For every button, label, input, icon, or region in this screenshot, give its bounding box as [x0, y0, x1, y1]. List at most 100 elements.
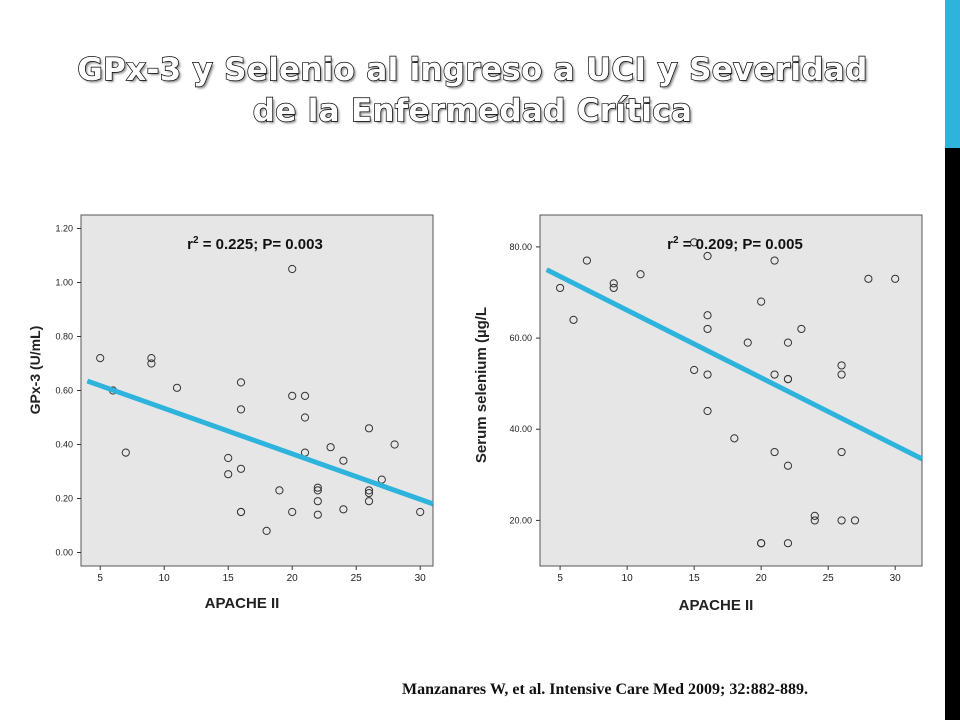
- data-point: [703, 406, 712, 416]
- data-point: [390, 440, 399, 449]
- annotation-text: = 0.225; P= 0.003: [199, 236, 323, 253]
- x-tick-label: 10: [622, 573, 634, 584]
- data-point: [569, 315, 578, 324]
- data-point: [121, 448, 130, 457]
- data-point: [364, 497, 374, 506]
- y-axis-label: GPx-3 (U/mL): [27, 326, 43, 415]
- data-point: [364, 486, 374, 495]
- data-point: [236, 464, 246, 473]
- data-point: [837, 516, 846, 525]
- data-point: [783, 338, 793, 347]
- data-point: [837, 370, 846, 379]
- x-tick-label: 25: [823, 573, 835, 584]
- data-point: [703, 251, 712, 261]
- data-point: [783, 539, 793, 548]
- r-squared-annotation: r2 = 0.225; P= 0.003: [187, 235, 323, 253]
- data-point: [313, 486, 322, 495]
- data-point: [636, 270, 645, 279]
- data-point: [783, 461, 793, 470]
- data-point: [339, 505, 348, 514]
- data-point: [810, 516, 819, 525]
- y-tick-label: 80.00: [509, 242, 532, 252]
- x-tick-label: 5: [97, 573, 103, 584]
- data-point: [275, 486, 284, 495]
- data-point: [236, 507, 246, 517]
- selenium-scatter-chart: 20.00 40.00 60.00 80.00 5 10 15 20 25 30 r2 = 0.20…: [473, 214, 924, 614]
- data-point: [864, 274, 873, 283]
- data-point: [224, 453, 233, 463]
- y-tick-label: 0.80: [55, 332, 73, 342]
- y-tick-label: 40.00: [509, 424, 532, 434]
- data-point: [339, 456, 348, 465]
- slide-title: GPx-3 y Selenio al ingreso a UCI y Sever…: [0, 50, 945, 132]
- y-tick-label: 0.40: [55, 440, 73, 450]
- data-point: [609, 279, 618, 288]
- annotation-text: = 0.209; P= 0.005: [679, 236, 803, 253]
- y-tick-label: 0.20: [55, 494, 73, 504]
- data-point: [690, 238, 699, 247]
- data-point: [288, 391, 297, 400]
- x-tick-label: 15: [223, 573, 235, 584]
- gpx3-scatter-chart: 0.00 0.20 0.40 0.60 0.80 1.00 1.20 5 10 15 20 25 30 r…: [27, 214, 434, 612]
- data-point: [797, 324, 806, 334]
- annotation-r: r: [187, 236, 193, 253]
- data-point: [770, 370, 779, 379]
- title-line-2: de la Enfermedad Crítica: [252, 92, 693, 129]
- data-point: [236, 378, 246, 387]
- title-line-1: GPx-3 y Selenio al ingreso a UCI y Sever…: [77, 51, 868, 88]
- data-point: [313, 497, 322, 506]
- side-black-bar: [945, 148, 960, 720]
- y-tick-label: 20.00: [509, 515, 532, 525]
- y-tick-label: 0.60: [55, 386, 73, 396]
- data-point: [364, 424, 374, 433]
- data-point: [236, 405, 246, 414]
- r-squared-annotation: r2 = 0.209; P= 0.005: [667, 235, 803, 253]
- y-tick-label: 60.00: [509, 333, 532, 343]
- x-tick-label: 20: [756, 573, 768, 584]
- x-tick-label: 25: [351, 573, 363, 584]
- data-point: [556, 283, 565, 293]
- data-point: [147, 359, 156, 368]
- x-tick-label: 30: [890, 573, 902, 584]
- x-tick-label: 30: [415, 573, 427, 584]
- y-tick-label: 0.00: [55, 548, 73, 558]
- data-point: [288, 264, 297, 274]
- data-point: [730, 434, 739, 443]
- data-point: [757, 297, 766, 306]
- x-tick-label: 10: [159, 573, 171, 584]
- data-point: [810, 511, 819, 520]
- data-point: [743, 338, 752, 347]
- data-point: [770, 256, 779, 265]
- side-accent-bar: [945, 0, 960, 148]
- data-point: [96, 354, 105, 363]
- data-point: [300, 391, 310, 400]
- data-point: [288, 507, 297, 517]
- data-point: [172, 383, 182, 392]
- data-point: [147, 354, 156, 363]
- citation: Manzanares W, et al. Intensive Care Med …: [402, 681, 809, 698]
- plot-area: [539, 214, 923, 567]
- x-axis-label: APACHE II: [679, 597, 754, 614]
- data-point: [313, 510, 322, 519]
- data-point: [850, 516, 860, 525]
- plot-area: [80, 214, 434, 567]
- data-point: [837, 361, 846, 370]
- data-point: [783, 375, 793, 384]
- annotation-superscript: 2: [193, 235, 199, 246]
- data-point: [609, 283, 618, 293]
- data-point: [224, 470, 233, 479]
- data-point: [416, 507, 425, 517]
- y-axis-label: Serum selenium (µg/L: [473, 307, 490, 463]
- data-point: [703, 370, 712, 379]
- data-point: [582, 256, 592, 265]
- data-point: [757, 539, 766, 548]
- x-tick-label: 15: [689, 573, 701, 584]
- annotation-r: r: [667, 236, 673, 253]
- data-point: [703, 324, 712, 334]
- annotation-superscript: 2: [673, 235, 679, 246]
- data-point: [837, 447, 846, 457]
- data-point: [364, 489, 374, 498]
- data-point: [326, 443, 335, 452]
- x-tick-label: 5: [557, 573, 563, 584]
